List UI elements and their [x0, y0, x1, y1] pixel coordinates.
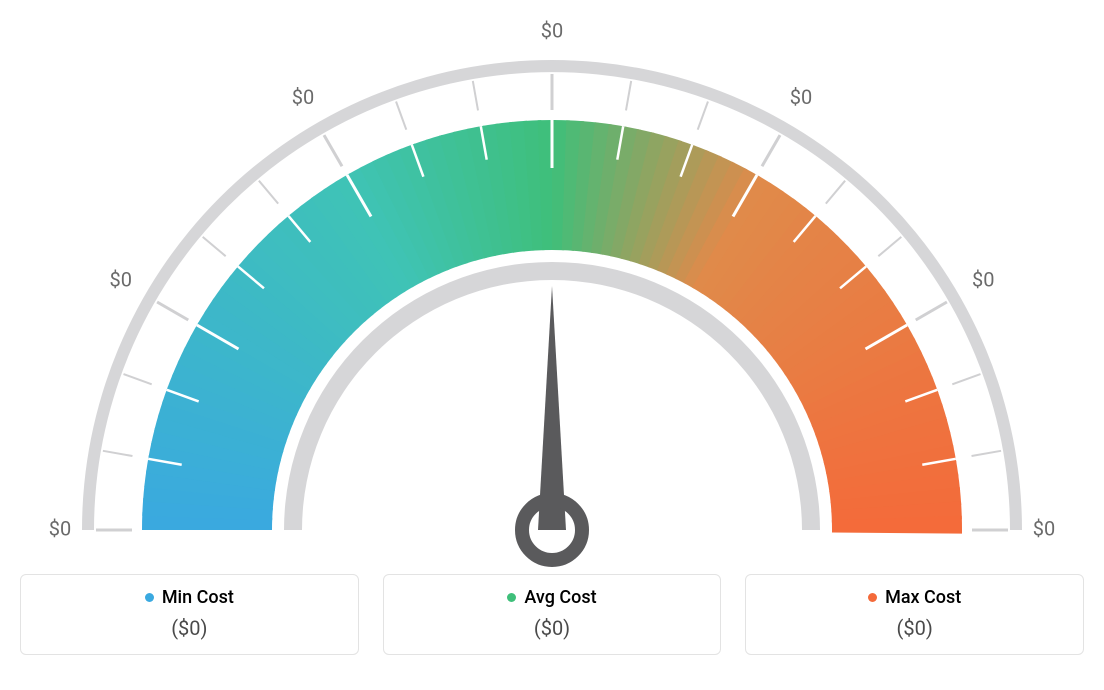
legend-value-max: ($0) — [762, 616, 1067, 640]
dot-icon — [145, 593, 154, 602]
svg-text:$0: $0 — [292, 85, 314, 109]
svg-text:$0: $0 — [49, 516, 71, 540]
svg-text:$0: $0 — [541, 18, 563, 42]
gauge-svg: $0 $0 $0 $0 $0 $0 $0 — [20, 10, 1084, 570]
legend-value-avg: ($0) — [400, 616, 705, 640]
legend-card-min: Min Cost ($0) — [20, 574, 359, 655]
legend-label-min: Min Cost — [37, 587, 342, 608]
dot-icon — [868, 593, 877, 602]
legend-label-max: Max Cost — [762, 587, 1067, 608]
legend-label-text: Min Cost — [162, 587, 234, 608]
svg-text:$0: $0 — [1033, 516, 1055, 540]
legend-value-min: ($0) — [37, 616, 342, 640]
legend-label-avg: Avg Cost — [400, 587, 705, 608]
legend-row: Min Cost ($0) Avg Cost ($0) Max Cost ($0… — [20, 574, 1084, 655]
legend-card-avg: Avg Cost ($0) — [383, 574, 722, 655]
legend-label-text: Max Cost — [885, 587, 961, 608]
svg-text:$0: $0 — [109, 267, 131, 291]
svg-text:$0: $0 — [972, 267, 994, 291]
svg-text:$0: $0 — [790, 85, 812, 109]
dot-icon — [507, 593, 516, 602]
legend-card-max: Max Cost ($0) — [745, 574, 1084, 655]
gauge-chart: $0 $0 $0 $0 $0 $0 $0 Min Cost ($0) Avg Cost ($… — [20, 10, 1084, 655]
legend-label-text: Avg Cost — [524, 587, 596, 608]
